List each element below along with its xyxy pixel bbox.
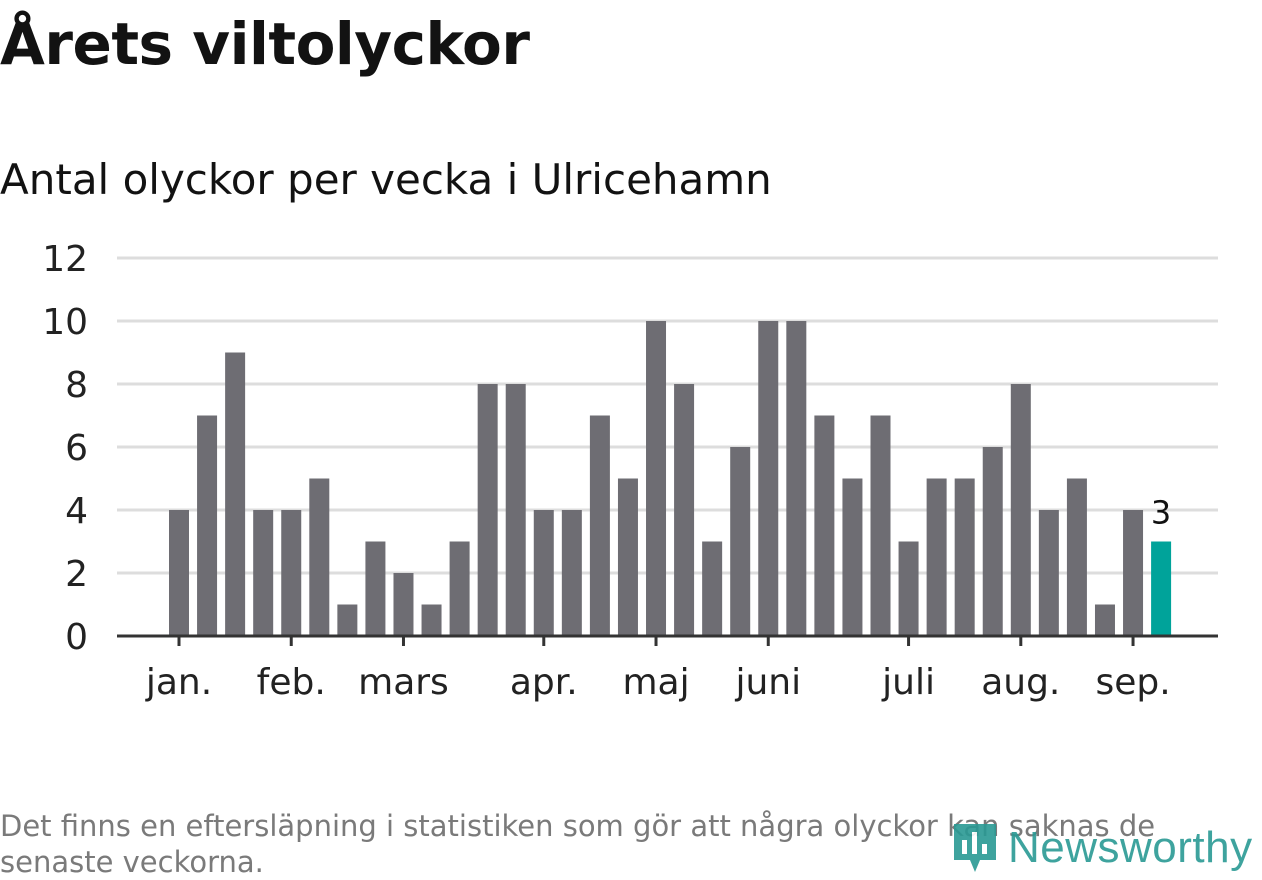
- bar: [561, 510, 582, 636]
- bar-highlight: [1151, 541, 1172, 636]
- y-axis-tick-labels: 0 2 4 6 8 10 12: [42, 239, 88, 658]
- bars: [169, 321, 1172, 636]
- y-tick-label: 2: [65, 554, 88, 595]
- x-tick-label: juli: [881, 662, 935, 703]
- bar: [926, 478, 947, 636]
- bar: [281, 510, 302, 636]
- x-tick-label: juni: [734, 662, 801, 703]
- bar: [505, 384, 526, 636]
- bar: [225, 352, 246, 636]
- bar: [814, 415, 835, 636]
- bar-chart: 0 2 4 6 8 10 12 jan. feb. mars apr. maj juni juli aug…: [42, 239, 1218, 703]
- bar: [197, 415, 218, 636]
- bar: [617, 478, 638, 636]
- bar: [842, 478, 863, 636]
- bar: [1094, 604, 1115, 636]
- bar: [870, 415, 891, 636]
- newsworthy-logo-icon: [954, 824, 996, 872]
- bar: [674, 384, 695, 636]
- bar: [365, 541, 386, 636]
- chart-subtitle: Antal olyckor per vecka i Ulricehamn: [0, 155, 772, 204]
- y-tick-label: 6: [65, 428, 88, 469]
- bar: [533, 510, 554, 636]
- bar: [337, 604, 358, 636]
- bar: [786, 321, 807, 636]
- bar: [1038, 510, 1059, 636]
- bar: [954, 478, 975, 636]
- chart-title: Årets viltolyckor: [0, 10, 530, 78]
- bar: [449, 541, 470, 636]
- x-tick-label: jan.: [145, 662, 212, 703]
- x-tick-label: apr.: [510, 662, 578, 703]
- y-tick-label: 0: [65, 617, 88, 658]
- bar: [1066, 478, 1087, 636]
- y-tick-label: 8: [65, 365, 88, 406]
- x-tick-label: maj: [622, 662, 689, 703]
- data-label-last-week: 3: [1151, 494, 1171, 532]
- x-tick-label: sep.: [1095, 662, 1170, 703]
- brand-logo: Newsworthy: [950, 818, 1253, 878]
- bar: [589, 415, 610, 636]
- y-tick-label: 10: [42, 302, 88, 343]
- bar: [477, 384, 498, 636]
- bar: [1123, 510, 1144, 636]
- bar: [1010, 384, 1031, 636]
- brand-name: Newsworthy: [1008, 823, 1253, 872]
- y-tick-label: 4: [65, 491, 88, 532]
- bar: [169, 510, 189, 636]
- bar: [982, 447, 1003, 636]
- bar: [421, 604, 442, 636]
- bar: [702, 541, 723, 636]
- bar: [898, 541, 919, 636]
- y-tick-label: 12: [42, 239, 88, 280]
- bar: [758, 321, 779, 636]
- x-tick-label: mars: [358, 662, 449, 703]
- x-axis-tick-labels: jan. feb. mars apr. maj juni juli aug. sep.: [145, 636, 1171, 703]
- x-tick-label: aug.: [981, 662, 1060, 703]
- bar: [730, 447, 751, 636]
- bar: [646, 321, 667, 636]
- bar: [393, 573, 414, 636]
- bar: [309, 478, 330, 636]
- data-labels: 3: [1151, 494, 1171, 532]
- x-tick-label: feb.: [257, 662, 326, 703]
- bar: [253, 510, 274, 636]
